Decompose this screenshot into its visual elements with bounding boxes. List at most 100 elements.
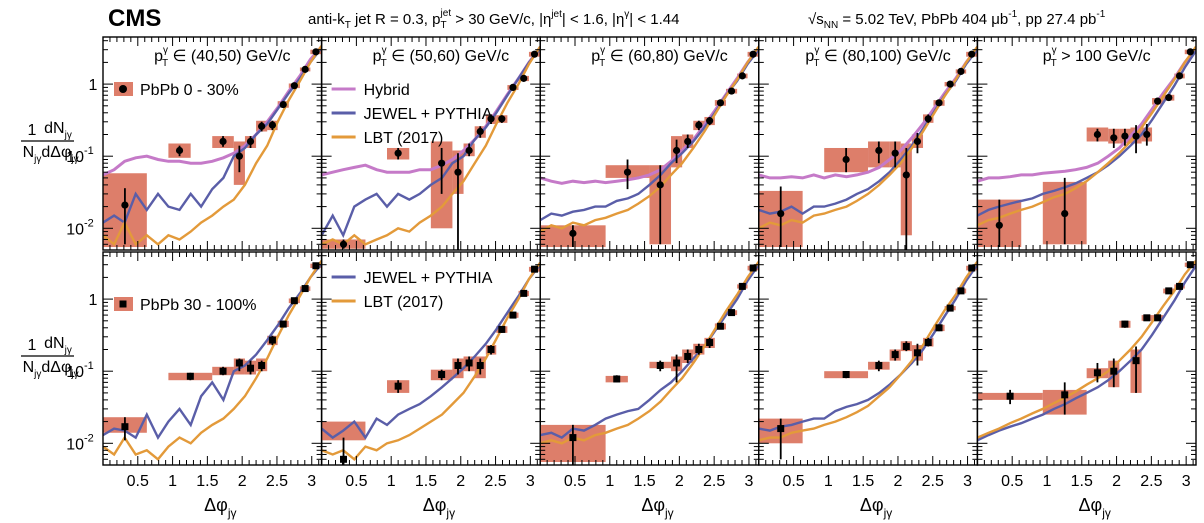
data-point (946, 80, 954, 88)
jewel-curve (321, 47, 541, 239)
y-tick-label: 10-1 (66, 145, 94, 166)
column-label: pγ T ∈ (50,60) GeV/c (373, 45, 509, 69)
column-label: pγ T ∈ (80,100) GeV/c (805, 45, 950, 69)
data-point (530, 50, 539, 58)
data-point (1143, 314, 1151, 322)
data-point (1110, 367, 1118, 375)
y-label-den: dΔφjγ (41, 359, 78, 380)
jewel-curve (977, 50, 1197, 217)
panel-content (540, 261, 759, 465)
panel-content (321, 262, 541, 465)
y-label-one: 1 (28, 122, 37, 139)
x-axis-label: Δφjγ (1079, 495, 1111, 520)
panel-content (540, 46, 759, 248)
data-point (1061, 391, 1069, 399)
data-point (842, 155, 850, 164)
data-point (656, 181, 664, 189)
data-point (268, 121, 277, 129)
data-point (246, 137, 255, 146)
y-label-num: dNjγ (44, 335, 72, 356)
data-point (968, 50, 976, 58)
data-point (749, 50, 757, 58)
panel-content (977, 46, 1197, 248)
data-point (569, 229, 577, 237)
y-tick-label: 10-2 (66, 432, 94, 453)
data-point (186, 372, 194, 380)
lbt-curve (321, 46, 541, 246)
y-tick-label: 10-1 (66, 360, 94, 381)
panel-r1-c2: 0.5 1 1.5 2 2.5 3 Δφjγ (539, 251, 760, 520)
x-tick-label: 0.5 (127, 473, 149, 490)
x-tick-label: 2 (456, 473, 465, 490)
x-tick-label: 2 (1112, 473, 1121, 490)
legend-centrality: PbPb 30 - 100% (140, 297, 257, 314)
data-point (476, 361, 484, 369)
panel-r1-c1: 0.5 1 1.5 2 2.5 3 Δφjγ (320, 251, 541, 520)
data-point (301, 285, 309, 293)
column-label: pγ T ∈ (60,80) GeV/c (591, 45, 727, 69)
data-point (935, 324, 943, 332)
data-point (219, 367, 227, 375)
data-point (777, 425, 785, 433)
panel-content (103, 45, 322, 248)
data-point (902, 171, 910, 179)
data-point (875, 361, 883, 369)
data-point (695, 345, 703, 353)
data-point (465, 146, 473, 155)
legend-hybrid-label: Hybrid (364, 82, 410, 99)
data-point (1061, 209, 1069, 218)
panel-frame (976, 36, 1197, 251)
data-point (175, 146, 184, 155)
data-point (394, 149, 402, 157)
jewel-curve (758, 264, 978, 432)
data-point (738, 72, 746, 80)
data-point (520, 289, 528, 297)
x-tick-label: 0.5 (782, 473, 804, 490)
data-point (1176, 282, 1184, 290)
jewel-curve (103, 46, 322, 225)
legend-data-marker (119, 85, 127, 93)
data-point (1093, 130, 1102, 139)
data-point (301, 65, 309, 73)
data-point (716, 322, 724, 330)
data-point (498, 325, 506, 333)
data-point (623, 168, 632, 176)
x-tick-label: 2 (238, 473, 247, 490)
x-tick-label: 2.5 (484, 473, 506, 490)
data-point (957, 287, 965, 295)
data-point (1154, 97, 1162, 105)
data-point (924, 339, 932, 347)
lbt-curve (758, 261, 978, 442)
panel-r0-c0: pγ T ∈ (40,50) GeV/c (102, 36, 323, 251)
column-label: pγ T > 100 GeV/c (1043, 45, 1151, 69)
data-point (268, 336, 276, 344)
lbt-curve (321, 262, 541, 461)
data-point (1110, 134, 1118, 142)
data-point (1132, 357, 1140, 365)
data-point (716, 99, 725, 107)
plot-grid: pγ T ∈ (40,50) GeV/c pγ T ∈ (50,60) GeV/c pγ… (21, 36, 1197, 520)
data-point (1093, 369, 1101, 377)
energy-label: √sNN = 5.02 TeV, PbPb 404 μb-1, pp 27.4 … (808, 9, 1106, 31)
x-axis-label: Δφjγ (860, 495, 892, 520)
data-point (247, 364, 255, 372)
panel-r1-c0: 0.5 1 1.5 2 2.5 3 Δφjγ (102, 251, 323, 520)
x-tick-label: 1 (1043, 473, 1052, 490)
y-tick-label: 1 (89, 77, 98, 94)
x-tick-label: 1 (824, 473, 833, 490)
data-point (1132, 132, 1140, 140)
jewel-curve (977, 265, 1197, 442)
panel-r0-c3: pγ T ∈ (80,100) GeV/c (758, 36, 979, 251)
x-tick-label: 2 (894, 473, 903, 490)
y-tick-label: 10-2 (66, 217, 94, 238)
panel-frame (976, 251, 1197, 466)
data-point (1175, 72, 1184, 80)
y-label-num: dNjγ (44, 120, 72, 141)
y-label-one: 1 (28, 337, 37, 354)
data-point (438, 370, 446, 378)
jewel-curve (103, 262, 322, 441)
data-point (913, 137, 922, 146)
x-tick-label: 2.5 (266, 473, 288, 490)
data-point (258, 361, 266, 369)
data-point (875, 146, 883, 155)
